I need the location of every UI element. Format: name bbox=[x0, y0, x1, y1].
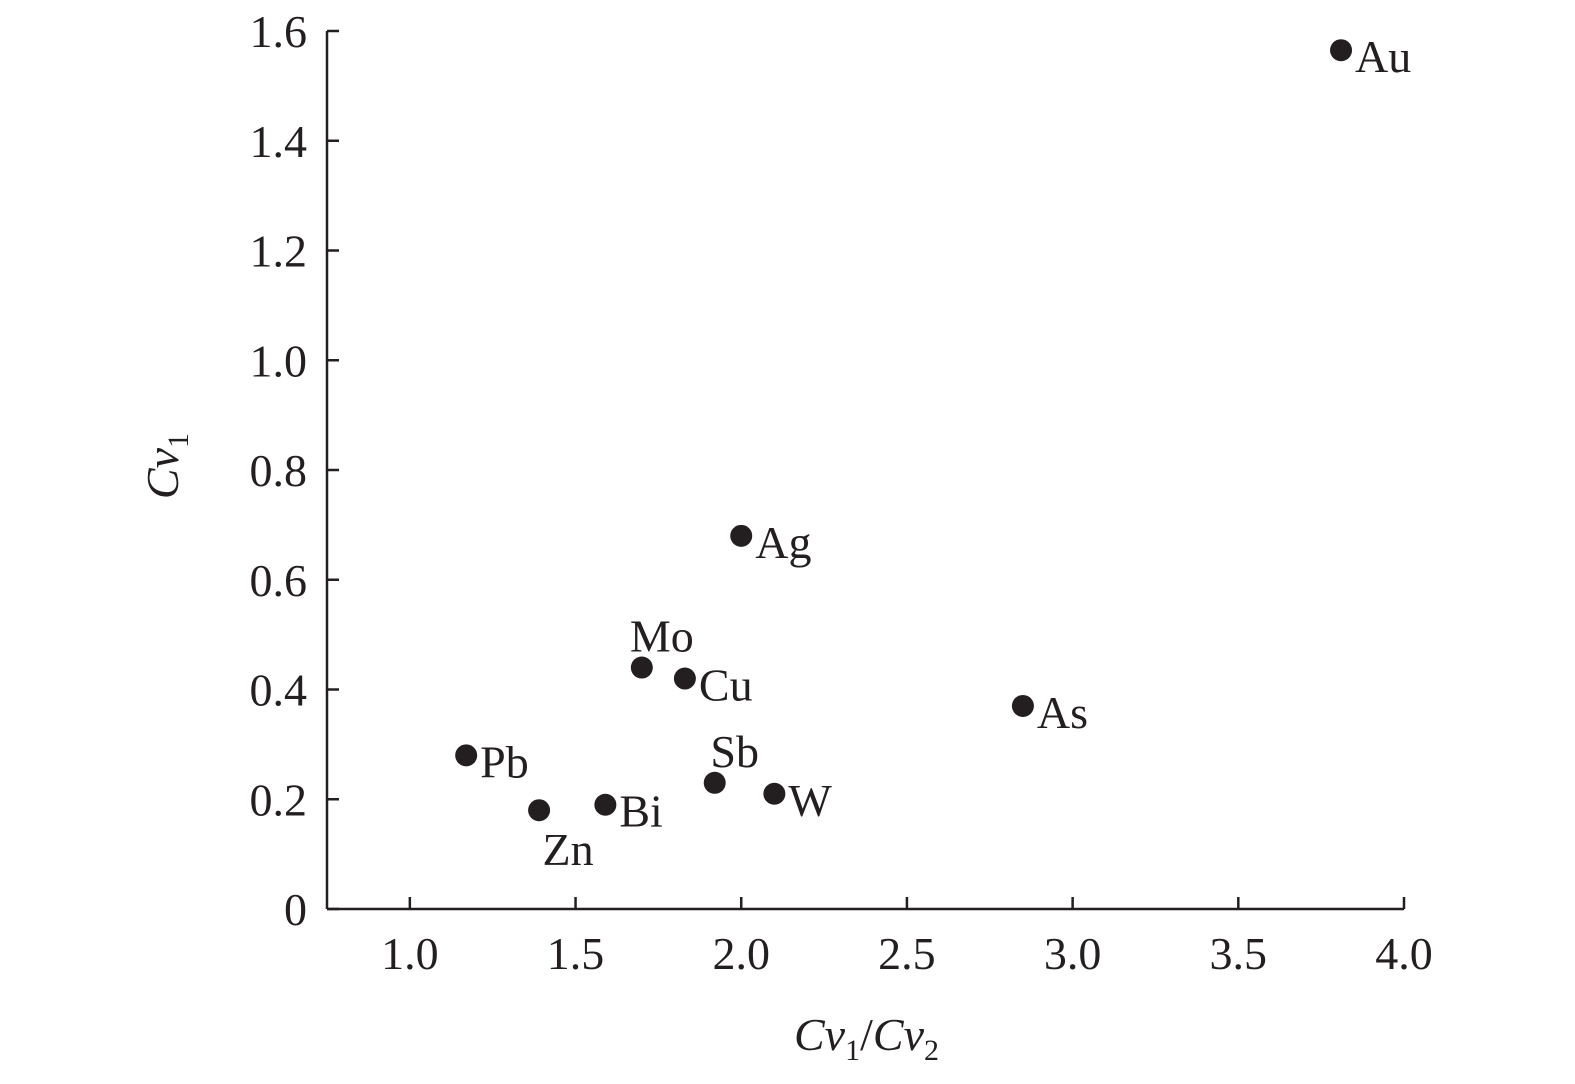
point-label-pb: Pb bbox=[480, 736, 529, 787]
point-label-bi: Bi bbox=[619, 786, 662, 837]
y-tick-label: 1.0 bbox=[250, 335, 308, 386]
y-tick-label: 0.8 bbox=[250, 445, 308, 496]
x-tick-label: 3.5 bbox=[1210, 928, 1268, 979]
point-label-as: As bbox=[1037, 687, 1088, 738]
point-label-w: W bbox=[788, 775, 832, 826]
x-tick-label: 4.0 bbox=[1375, 928, 1433, 979]
point-label-zn: Zn bbox=[543, 824, 594, 875]
data-point-au bbox=[1330, 39, 1353, 62]
x-tick-label: 3.0 bbox=[1044, 928, 1102, 979]
point-label-ag: Ag bbox=[755, 517, 811, 568]
y-tick-label: 1.2 bbox=[250, 226, 308, 277]
y-axis-ticks: 0 0.2 0.4 0.6 0.8 1.0 1.2 1.4 1.6 bbox=[250, 6, 339, 935]
y-tick-label: 0.2 bbox=[250, 774, 308, 825]
data-point-sb bbox=[703, 771, 726, 794]
x-tick-label: 2.0 bbox=[712, 928, 770, 979]
y-axis-title: Cv1 bbox=[137, 433, 195, 499]
x-tick-label: 1.5 bbox=[547, 928, 605, 979]
data-point-pb bbox=[455, 744, 478, 767]
y-tick-label: 0 bbox=[284, 884, 307, 935]
data-point-bi bbox=[594, 793, 617, 816]
x-tick-label: 2.5 bbox=[878, 928, 936, 979]
data-point-as bbox=[1011, 694, 1034, 717]
data-point-cu bbox=[673, 667, 696, 690]
x-axis-title: Cv1/Cv2 bbox=[794, 1009, 939, 1067]
point-label-mo: Mo bbox=[630, 611, 694, 662]
point-label-cu: Cu bbox=[699, 660, 753, 711]
axis-title-part: / bbox=[860, 1009, 873, 1060]
axis-title-part: 2 bbox=[924, 1034, 939, 1067]
axis-title-part: 1 bbox=[845, 1034, 860, 1067]
y-tick-label: 1.6 bbox=[250, 6, 308, 57]
data-point-zn bbox=[528, 799, 551, 822]
y-tick-label: 0.4 bbox=[250, 665, 308, 716]
axis-title-part: 1 bbox=[162, 433, 195, 448]
axis-title-part: Cv bbox=[794, 1009, 846, 1060]
x-tick-label: 1.0 bbox=[381, 928, 439, 979]
data-point-ag bbox=[730, 524, 753, 547]
data-point-mo bbox=[630, 656, 653, 679]
y-tick-label: 1.4 bbox=[250, 116, 308, 167]
axis-title-part: Cv bbox=[873, 1009, 925, 1060]
point-label-sb: Sb bbox=[710, 726, 759, 777]
point-label-au: Au bbox=[1355, 31, 1411, 82]
axis-title-part: Cv bbox=[137, 447, 188, 499]
data-point-w bbox=[763, 782, 786, 805]
y-tick-label: 0.6 bbox=[250, 555, 308, 606]
x-axis-ticks: 1.0 1.5 2.0 2.5 3.0 3.5 4.0 bbox=[381, 897, 1433, 979]
